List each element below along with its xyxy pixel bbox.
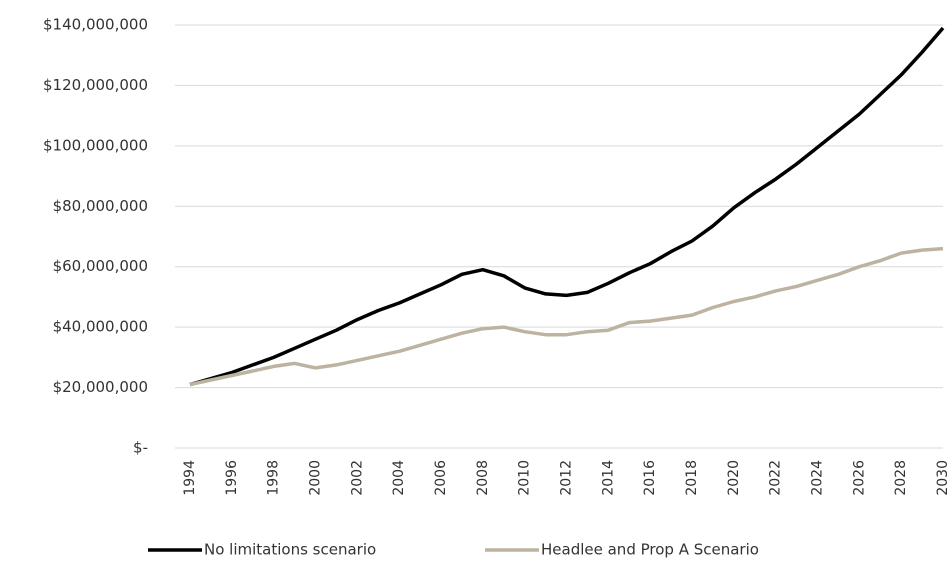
x-tick-label: 2024 bbox=[810, 460, 826, 496]
legend-item: No limitations scenario bbox=[148, 541, 376, 559]
x-tick-label: 2006 bbox=[433, 460, 449, 496]
y-tick-label: $60,000,000 bbox=[53, 257, 148, 275]
x-tick-label: 2008 bbox=[475, 460, 491, 496]
y-tick-label: $80,000,000 bbox=[53, 197, 148, 215]
legend-label: Headlee and Prop A Scenario bbox=[541, 541, 759, 559]
x-tick-label: 2010 bbox=[517, 460, 533, 496]
x-tick-label: 2000 bbox=[308, 460, 324, 496]
x-tick-label: 1998 bbox=[266, 460, 282, 496]
x-tick-label: 2014 bbox=[600, 460, 616, 496]
legend-item: Headlee and Prop A Scenario bbox=[485, 541, 759, 559]
x-tick-label: 2002 bbox=[349, 460, 365, 496]
x-tick-label: 1994 bbox=[182, 460, 198, 496]
x-tick-label: 1996 bbox=[224, 460, 240, 496]
y-tick-label: $20,000,000 bbox=[53, 378, 148, 396]
series-line bbox=[189, 246, 944, 387]
legend-label: No limitations scenario bbox=[204, 541, 376, 559]
series-line bbox=[189, 26, 945, 387]
y-tick-label: $140,000,000 bbox=[43, 16, 148, 34]
y-tick-label: $120,000,000 bbox=[43, 76, 148, 94]
x-tick-label: 2016 bbox=[642, 460, 658, 496]
x-tick-label: 2028 bbox=[893, 460, 909, 496]
x-tick-label: 2026 bbox=[851, 460, 867, 496]
x-tick-label: 2020 bbox=[726, 460, 742, 496]
y-tick-label: $100,000,000 bbox=[43, 136, 148, 154]
x-tick-label: 2012 bbox=[559, 460, 575, 496]
x-tick-label: 2004 bbox=[391, 460, 407, 496]
x-tick-label: 2030 bbox=[935, 460, 951, 496]
y-tick-label: $- bbox=[133, 439, 148, 457]
y-tick-label: $40,000,000 bbox=[53, 318, 148, 336]
x-tick-label: 2022 bbox=[768, 460, 784, 496]
x-tick-label: 2018 bbox=[684, 460, 700, 496]
